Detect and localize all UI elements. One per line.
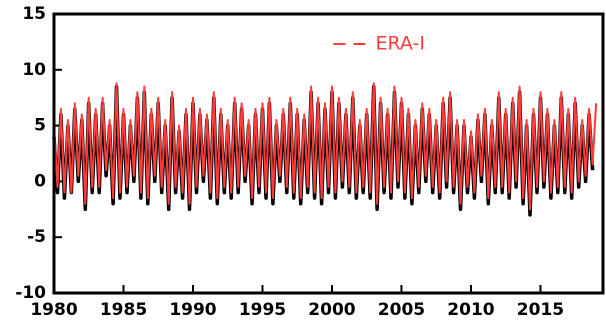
y-tick-label: -5: [27, 227, 46, 247]
x-tick-label: 1985: [100, 300, 147, 320]
y-tick-label: 5: [34, 116, 46, 136]
y-tick-label: 0: [34, 171, 46, 191]
x-tick-label: 2010: [447, 300, 494, 320]
x-tick-label: 2000: [308, 300, 355, 320]
x-tick-label: 2005: [378, 300, 425, 320]
plot-frame: [52, 12, 605, 295]
x-tick-label: 1980: [30, 300, 77, 320]
y-tick-label: 10: [22, 60, 46, 80]
legend-label: ERA-I: [376, 33, 425, 55]
x-tick-label: 1995: [239, 300, 286, 320]
x-tick-label: 2015: [517, 300, 564, 320]
y-tick-label: 15: [22, 4, 46, 24]
x-tick-label: 1990: [169, 300, 216, 320]
data-line: [53, 82, 598, 211]
y-tick-label: -10: [15, 283, 46, 303]
